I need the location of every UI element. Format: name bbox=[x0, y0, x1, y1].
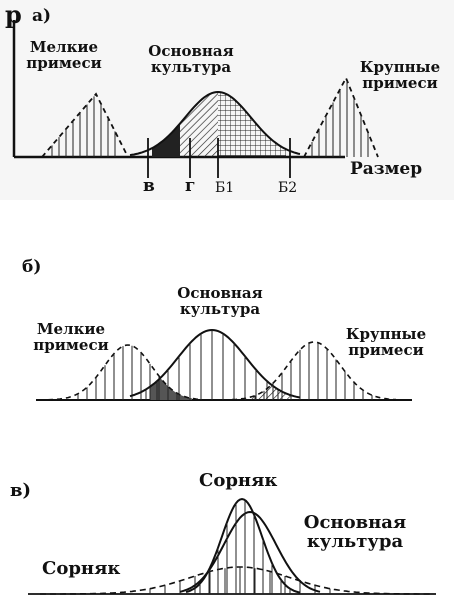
main-crop-crosshatched-region bbox=[218, 92, 286, 157]
panel-b-large-impurities-label: Крупные примеси bbox=[345, 325, 427, 359]
panel-c-main-crop-label: Основная культура bbox=[303, 512, 407, 552]
size-axis-label: Размер bbox=[350, 159, 423, 179]
panel-c-main-crop-curve bbox=[179, 510, 321, 593]
mark-v: в bbox=[143, 176, 155, 196]
panel-a-main-crop-label: Основная культура bbox=[148, 42, 234, 76]
right-overlap-region bbox=[246, 385, 292, 400]
panel-c-letter: в) bbox=[10, 480, 32, 501]
panel-b-main-crop-label: Основная культура bbox=[177, 284, 263, 318]
panel-c-weed-left-label: Сорняк bbox=[42, 558, 121, 579]
panel-b-letter: б) bbox=[22, 257, 42, 277]
panel-c-weed-top-label: Сорняк bbox=[199, 470, 278, 491]
panel-b-large-impurities-curve bbox=[231, 341, 397, 401]
panel-c-broad-dashed-curve bbox=[40, 566, 430, 595]
panel-a-small-impurities-label: Мелкие примеси bbox=[26, 38, 102, 72]
panel-a-large-impurities-label: Крупные примеси bbox=[359, 58, 441, 92]
panel-b-small-impurities-label: Мелкие примеси bbox=[33, 320, 109, 354]
probability-axis-label: р bbox=[5, 0, 22, 29]
panel-a-letter: а) bbox=[32, 6, 52, 26]
mark-g: г bbox=[185, 176, 196, 196]
mark-b1: Б1 bbox=[215, 180, 235, 196]
main-crop-curve bbox=[129, 90, 301, 157]
panel-b-main-crop-curve bbox=[129, 328, 301, 399]
mark-b2: Б2 bbox=[278, 180, 298, 196]
small-impurities-curve bbox=[41, 92, 129, 158]
